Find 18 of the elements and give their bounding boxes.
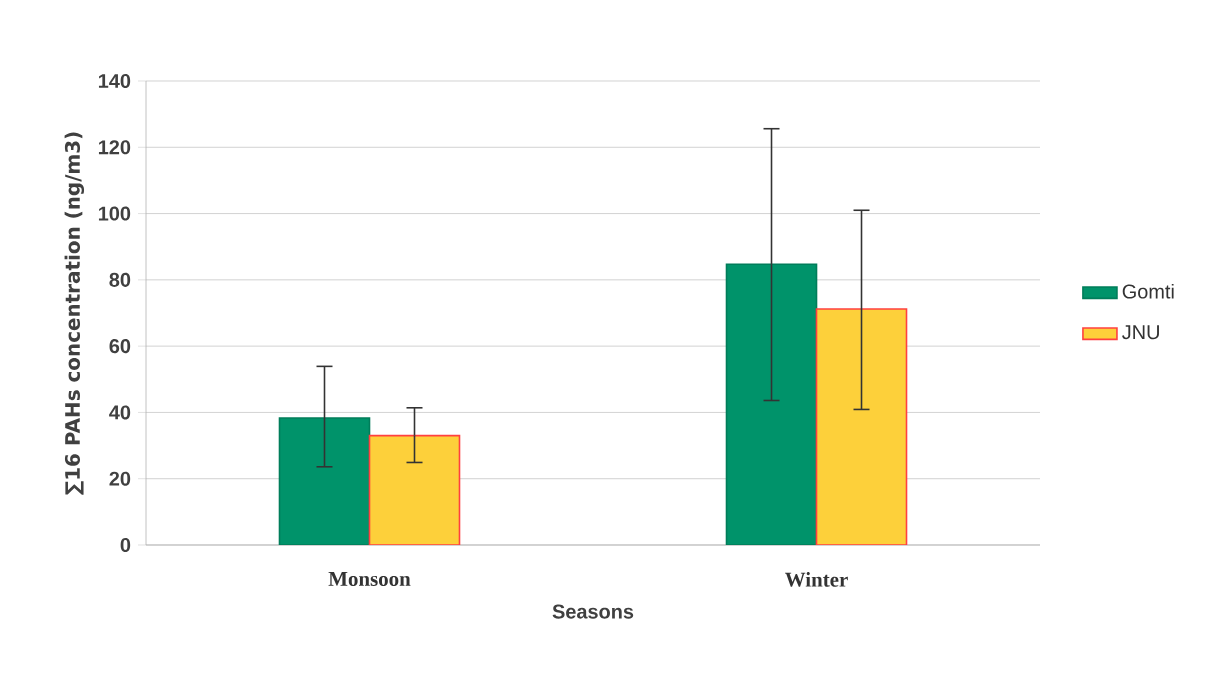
y-tick-label: 120	[98, 140, 131, 155]
y-tick-label: 100	[98, 206, 131, 221]
x-tick-label: Winter	[785, 572, 848, 587]
bar	[368, 434, 461, 545]
y-axis-title: ∑16 PAHs concentration (ng/m3)	[64, 132, 85, 495]
y-tick-label: 80	[109, 272, 131, 287]
bar	[815, 308, 908, 545]
y-tick-label: 0	[120, 537, 131, 553]
bar	[278, 417, 371, 545]
y-tick-label: 40	[109, 405, 131, 420]
legend-label: Gomti	[1122, 283, 1174, 299]
bar	[725, 263, 818, 545]
y-tick-label: 140	[98, 73, 131, 89]
y-tick-label: 60	[109, 339, 131, 354]
y-tick-label: 20	[109, 471, 131, 486]
legend-label: JNU	[1122, 325, 1159, 340]
x-axis-title: Seasons	[552, 604, 634, 619]
x-tick-label: Monsoon	[328, 572, 411, 586]
